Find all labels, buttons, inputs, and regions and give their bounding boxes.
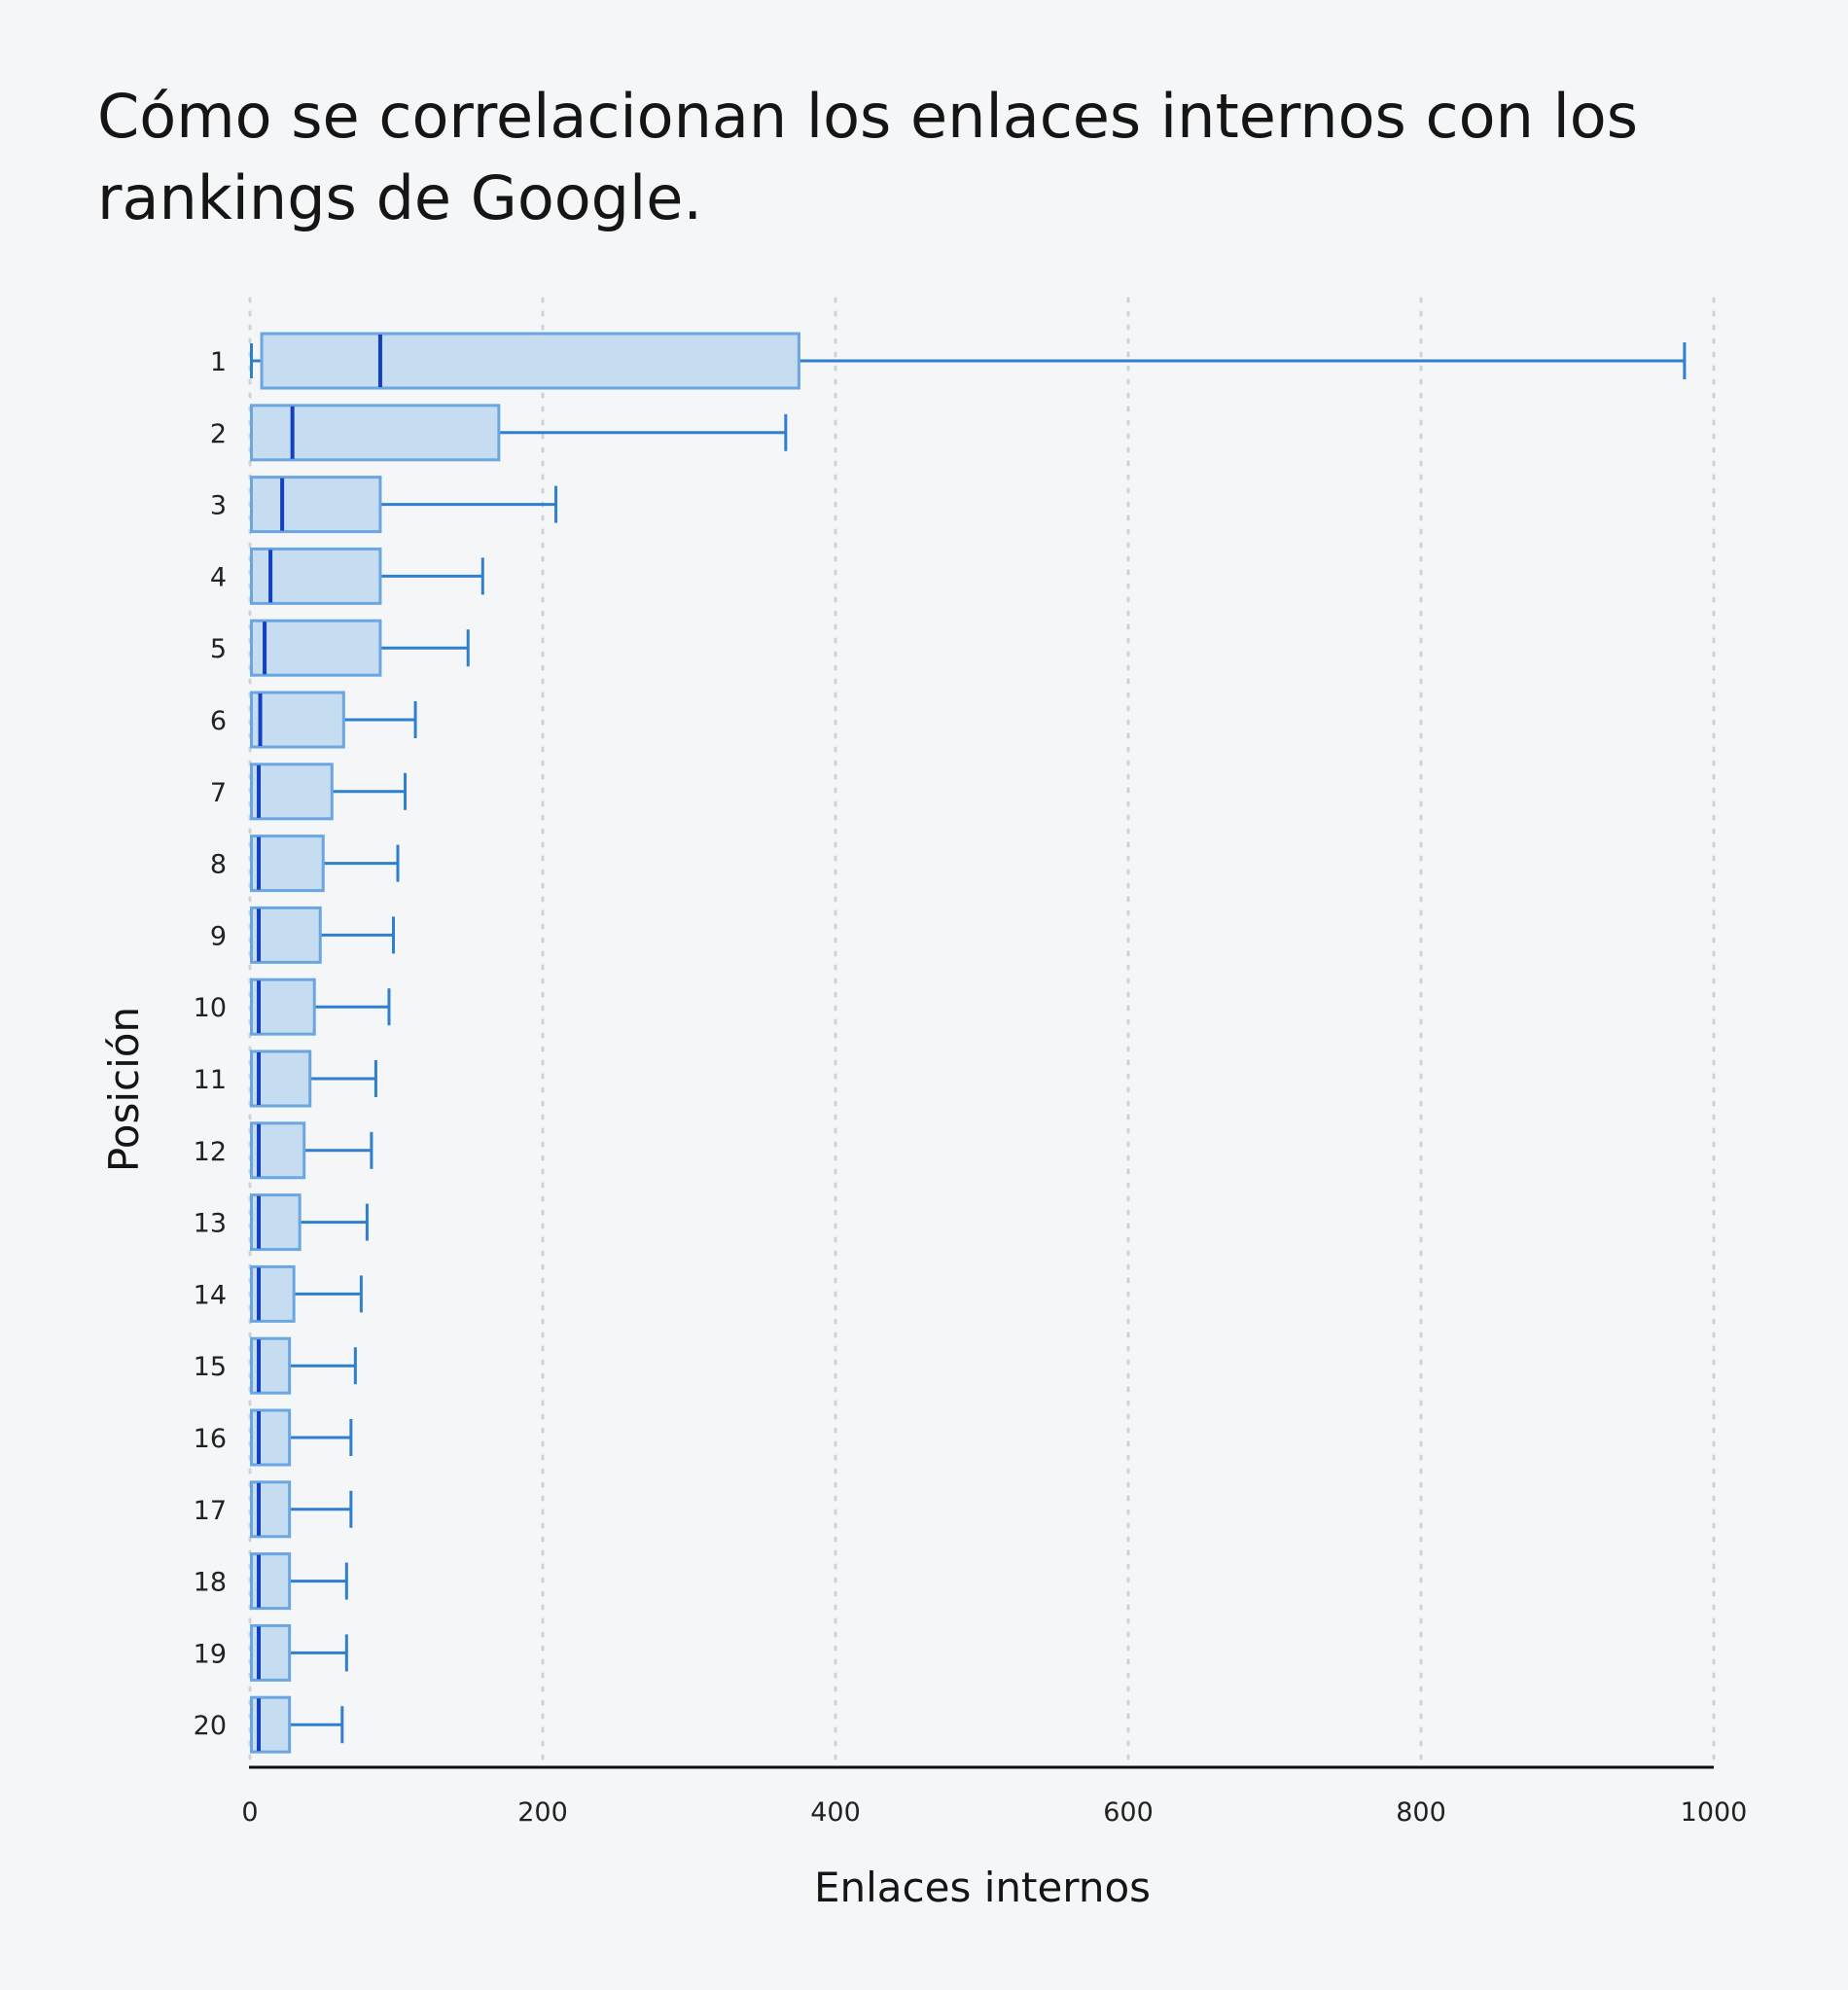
y-tick-label: 11	[194, 1065, 227, 1095]
y-tick-label: 15	[194, 1352, 227, 1382]
iqr-box	[250, 1049, 312, 1108]
box-group-position-15	[250, 1336, 357, 1395]
iqr-box	[250, 619, 382, 677]
box-group-position-12	[250, 1121, 373, 1180]
box-group-position-8	[250, 835, 400, 893]
iqr-box	[250, 835, 325, 893]
y-tick-label: 13	[194, 1209, 227, 1239]
y-tick-label: 9	[210, 921, 227, 951]
y-tick-label: 4	[210, 562, 227, 592]
box-group-position-3	[250, 476, 558, 534]
x-tick-label: 600	[1103, 1797, 1154, 1828]
x-tick-label: 800	[1396, 1797, 1446, 1828]
y-tick-label: 18	[194, 1568, 227, 1598]
box-group-position-13	[250, 1193, 369, 1252]
y-tick-label: 6	[210, 706, 227, 736]
box-group-position-6	[250, 691, 417, 749]
box-group-position-17	[250, 1480, 353, 1539]
y-tick-label: 7	[210, 778, 227, 808]
y-tick-label: 12	[194, 1137, 227, 1167]
box-group-position-1	[250, 332, 1687, 390]
box-group-position-7	[250, 763, 408, 821]
y-tick-label: 10	[194, 993, 227, 1023]
x-tick-label: 1000	[1681, 1797, 1748, 1828]
y-tick-label: 14	[194, 1280, 227, 1310]
y-tick-label: 5	[210, 634, 227, 664]
iqr-box	[250, 547, 382, 605]
iqr-box	[260, 332, 800, 390]
box-series	[250, 332, 1687, 1754]
x-tick-label: 200	[517, 1797, 568, 1828]
y-tick-label: 17	[194, 1496, 227, 1526]
gridlines	[248, 297, 1716, 1765]
box-group-position-19	[250, 1623, 348, 1682]
iqr-box	[250, 691, 345, 749]
y-tick-label: 2	[210, 419, 227, 449]
y-tick-label: 20	[194, 1711, 227, 1741]
y-tick-label: 16	[194, 1424, 227, 1454]
y-tick-label: 3	[210, 491, 227, 521]
x-tick-labels: 0 200 400 600 800 1000	[241, 1797, 1747, 1828]
iqr-box	[250, 476, 382, 534]
x-tick-label: 400	[810, 1797, 861, 1828]
box-group-position-5	[250, 619, 470, 677]
box-group-position-2	[250, 404, 788, 462]
box-group-position-11	[250, 1049, 377, 1108]
iqr-box	[250, 763, 334, 821]
y-tick-label: 19	[194, 1639, 227, 1669]
iqr-box	[250, 977, 316, 1036]
y-axis-title: Posición	[100, 1007, 148, 1172]
box-group-position-20	[250, 1695, 344, 1754]
box-group-position-16	[250, 1408, 353, 1467]
iqr-box	[250, 404, 501, 462]
box-group-position-9	[250, 906, 395, 964]
chart-title: Cómo se correlacionan los enlaces intern…	[97, 81, 1639, 233]
x-axis-title: Enlaces internos	[814, 1864, 1151, 1911]
box-group-position-18	[250, 1552, 348, 1611]
y-tick-label: 8	[210, 850, 227, 880]
y-tick-label: 1	[210, 347, 227, 377]
iqr-box	[250, 906, 322, 964]
box-group-position-10	[250, 977, 391, 1036]
box-group-position-4	[250, 547, 484, 605]
x-tick-label: 0	[241, 1797, 258, 1828]
box-group-position-14	[250, 1264, 363, 1323]
